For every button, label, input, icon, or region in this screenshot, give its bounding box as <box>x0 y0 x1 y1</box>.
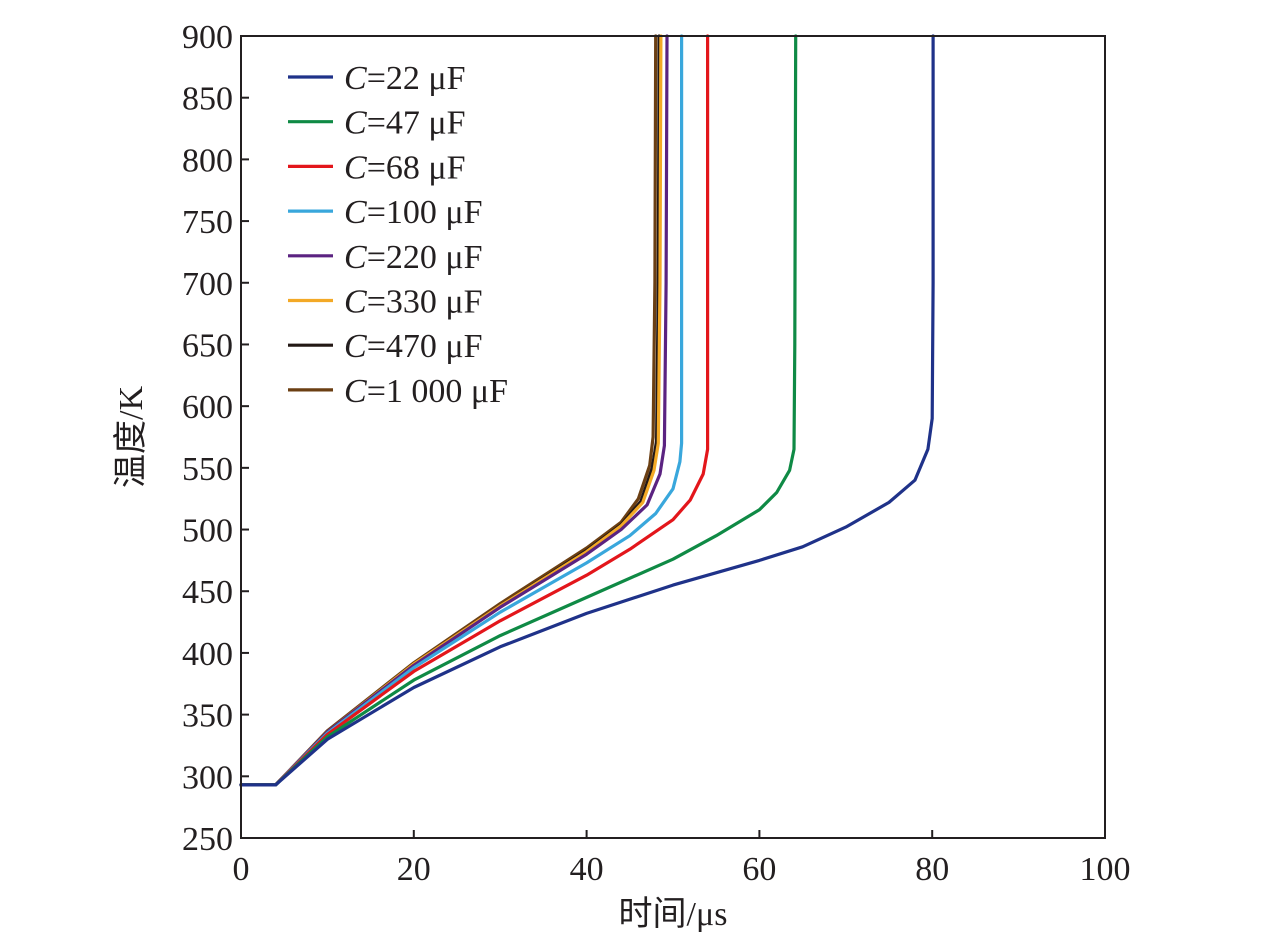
series-line <box>239 34 663 787</box>
series-line <box>239 34 661 787</box>
series-line <box>239 34 935 787</box>
legend-label: C=22 μF <box>344 60 466 97</box>
y-tick-label: 400 <box>182 636 233 673</box>
y-tick-label: 900 <box>182 19 233 56</box>
y-tick-label: 600 <box>182 389 233 426</box>
legend-label: C=470 μF <box>344 328 483 365</box>
y-tick-label: 250 <box>182 821 233 858</box>
y-tick-label: 500 <box>182 513 233 550</box>
y-tick-label: 650 <box>182 327 233 364</box>
legend-label: C=68 μF <box>344 149 466 186</box>
x-tick-label: 20 <box>397 851 431 888</box>
legend-label: C=330 μF <box>344 284 483 321</box>
y-tick-label: 450 <box>182 574 233 611</box>
x-tick-label: 0 <box>233 851 250 888</box>
x-axis: 0 20 40 60 80 100 <box>233 830 1131 888</box>
series-layer <box>239 34 935 787</box>
y-tick-label: 350 <box>182 698 233 735</box>
y-tick-label: 800 <box>182 142 233 179</box>
legend: C=22 μF C=47 μF C=68 μF C=100 μF C=220 μF C=3… <box>288 60 508 410</box>
plot-frame <box>240 35 1106 839</box>
y-tick-label: 850 <box>182 81 233 118</box>
y-tick-label: 700 <box>182 266 233 303</box>
legend-label: C=1 000 μF <box>344 373 508 410</box>
x-tick-label: 60 <box>742 851 776 888</box>
legend-label: C=100 μF <box>344 194 483 231</box>
x-tick-label: 100 <box>1080 851 1131 888</box>
x-tick-label: 40 <box>570 851 604 888</box>
series-line <box>239 34 710 787</box>
x-axis-title: 时间/μs <box>619 896 728 933</box>
x-tick-label: 80 <box>915 851 949 888</box>
y-axis-title: 温度/K <box>112 386 150 488</box>
legend-label: C=47 μF <box>344 105 466 142</box>
y-axis: 250 300 350 400 450 500 550 600 650 700 750 800 850 9… <box>182 19 249 858</box>
series-line <box>239 34 798 787</box>
series-line <box>239 34 684 787</box>
legend-label: C=220 μF <box>344 239 483 276</box>
y-tick-label: 750 <box>182 204 233 241</box>
y-tick-label: 550 <box>182 451 233 488</box>
y-tick-label: 300 <box>182 759 233 796</box>
series-line <box>239 34 669 787</box>
